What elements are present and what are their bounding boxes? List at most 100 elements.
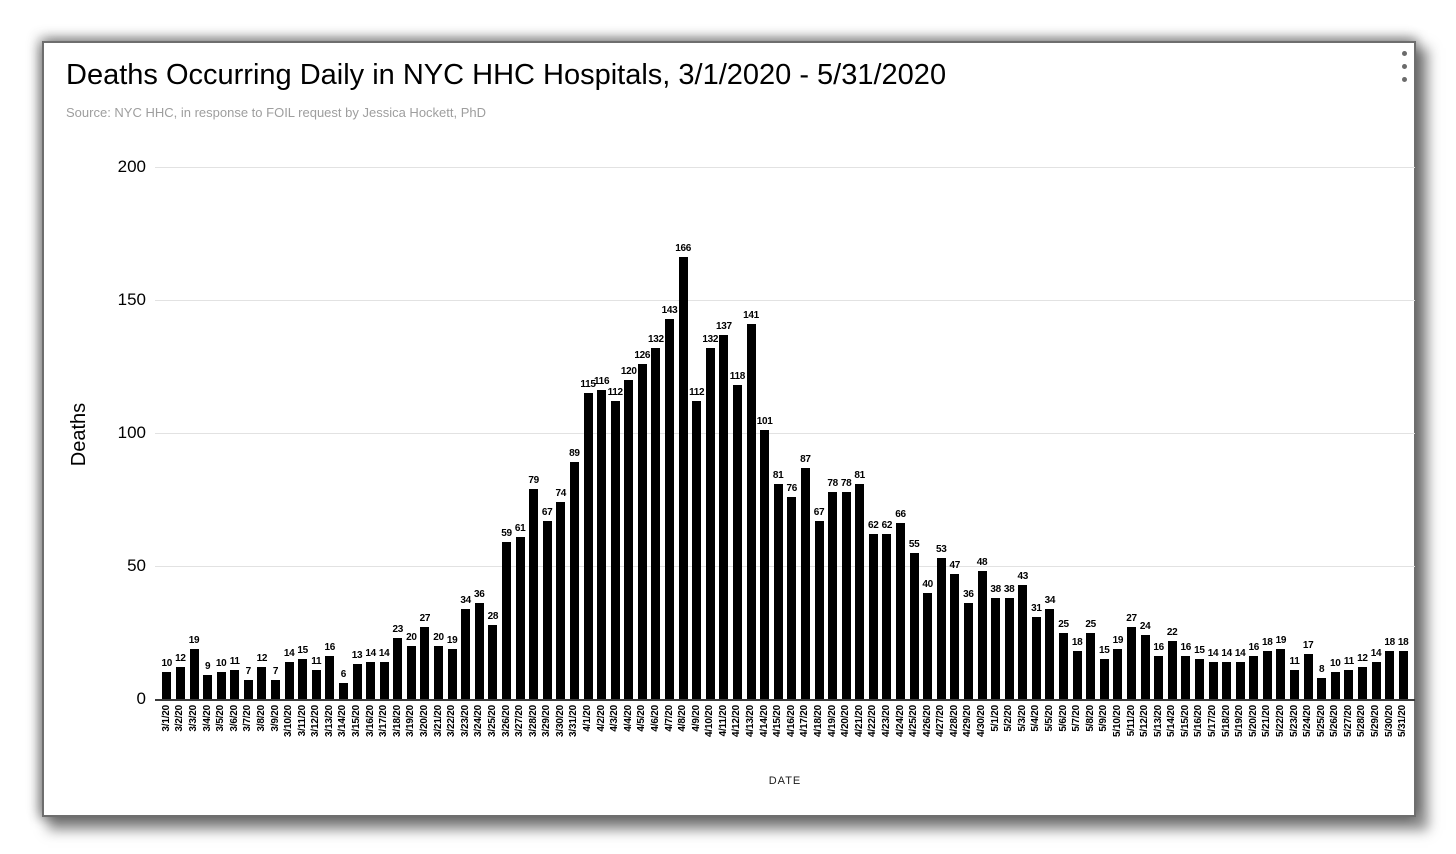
bar[interactable] <box>542 520 552 699</box>
bar[interactable] <box>841 491 851 699</box>
bar[interactable] <box>1330 672 1340 699</box>
bar[interactable] <box>1208 661 1218 699</box>
bar[interactable] <box>732 385 742 699</box>
bar[interactable] <box>678 257 688 699</box>
bar[interactable] <box>243 680 253 699</box>
bar[interactable] <box>366 661 376 699</box>
bar[interactable] <box>1398 651 1408 699</box>
bar-value-label: 87 <box>800 453 811 465</box>
bar[interactable] <box>1140 635 1150 699</box>
bar-value-label: 20 <box>406 631 417 643</box>
bar[interactable] <box>284 661 294 699</box>
x-tick-label: 3/23/20 <box>459 705 471 737</box>
bar[interactable] <box>610 401 620 699</box>
bar[interactable] <box>474 603 484 699</box>
bar[interactable] <box>311 669 321 699</box>
bar[interactable] <box>488 624 498 699</box>
bar[interactable] <box>719 334 729 699</box>
bar[interactable] <box>1113 648 1123 699</box>
bar[interactable] <box>828 491 838 699</box>
x-tick-label: 5/30/20 <box>1383 705 1395 737</box>
bar[interactable] <box>1262 651 1272 699</box>
bar[interactable] <box>991 597 1001 699</box>
bar[interactable] <box>1344 669 1354 699</box>
bar[interactable] <box>909 552 919 699</box>
bar[interactable] <box>1276 648 1286 699</box>
bar[interactable] <box>203 675 213 699</box>
bar[interactable] <box>175 667 185 699</box>
bar[interactable] <box>1045 608 1055 699</box>
bar[interactable] <box>406 645 416 699</box>
bar[interactable] <box>665 318 674 699</box>
bar[interactable] <box>1303 653 1313 699</box>
bar[interactable] <box>1371 661 1381 699</box>
bar[interactable] <box>950 574 960 699</box>
bar[interactable] <box>814 520 824 699</box>
bar[interactable] <box>325 656 335 699</box>
bar[interactable] <box>569 462 579 699</box>
bar[interactable] <box>447 648 457 699</box>
bar[interactable] <box>1127 627 1136 699</box>
bar[interactable] <box>1222 661 1232 699</box>
bar[interactable] <box>1086 632 1096 699</box>
bar[interactable] <box>1154 656 1164 699</box>
bar[interactable] <box>651 347 661 699</box>
bar[interactable] <box>624 379 634 699</box>
bar[interactable] <box>923 592 933 699</box>
bar[interactable] <box>637 363 647 699</box>
bar[interactable] <box>1385 651 1395 699</box>
bar[interactable] <box>257 667 267 699</box>
bar[interactable] <box>1290 669 1299 699</box>
bar[interactable] <box>977 571 987 699</box>
bar[interactable] <box>896 523 905 699</box>
bar[interactable] <box>963 603 973 699</box>
bar[interactable] <box>1059 632 1068 699</box>
bar[interactable] <box>705 347 715 699</box>
bar[interactable] <box>216 672 226 699</box>
bar[interactable] <box>855 483 865 699</box>
bar[interactable] <box>556 502 566 699</box>
bar[interactable] <box>868 534 878 699</box>
bar[interactable] <box>1031 616 1041 699</box>
bar[interactable] <box>1004 597 1014 699</box>
bar[interactable] <box>338 683 348 699</box>
bar-value-label: 62 <box>881 520 893 532</box>
bar[interactable] <box>1194 659 1204 699</box>
x-tick-label: 5/28/20 <box>1356 705 1368 737</box>
bar[interactable] <box>882 534 892 699</box>
bar[interactable] <box>787 496 797 699</box>
bar[interactable] <box>1018 584 1028 699</box>
bar[interactable] <box>1317 677 1327 699</box>
bar[interactable] <box>1249 656 1259 699</box>
bar[interactable] <box>1072 651 1082 699</box>
bar[interactable] <box>230 669 240 699</box>
bar[interactable] <box>1357 667 1367 699</box>
bar[interactable] <box>162 672 172 699</box>
bar[interactable] <box>271 680 280 699</box>
bar[interactable] <box>1235 661 1245 699</box>
bar[interactable] <box>746 323 756 699</box>
bar[interactable] <box>773 483 783 699</box>
bar[interactable] <box>800 467 810 699</box>
bar[interactable] <box>393 637 403 699</box>
bar[interactable] <box>1181 656 1191 699</box>
bar[interactable] <box>692 401 702 699</box>
bar[interactable] <box>189 648 199 699</box>
bar[interactable] <box>420 627 430 699</box>
bar[interactable] <box>434 645 443 699</box>
bar[interactable] <box>936 558 946 699</box>
bar[interactable] <box>461 608 471 699</box>
x-tick-label: 4/21/20 <box>853 705 865 737</box>
bar[interactable] <box>1099 659 1109 699</box>
bar[interactable] <box>583 393 593 699</box>
bar[interactable] <box>597 390 607 699</box>
bar[interactable] <box>515 536 525 699</box>
bar[interactable] <box>760 430 770 699</box>
bar[interactable] <box>502 542 511 699</box>
kebab-menu-icon[interactable] <box>1402 51 1410 91</box>
bar[interactable] <box>298 659 308 699</box>
bar[interactable] <box>379 661 389 699</box>
bar[interactable] <box>529 488 539 699</box>
bar[interactable] <box>1167 640 1177 699</box>
bar[interactable] <box>352 664 362 699</box>
